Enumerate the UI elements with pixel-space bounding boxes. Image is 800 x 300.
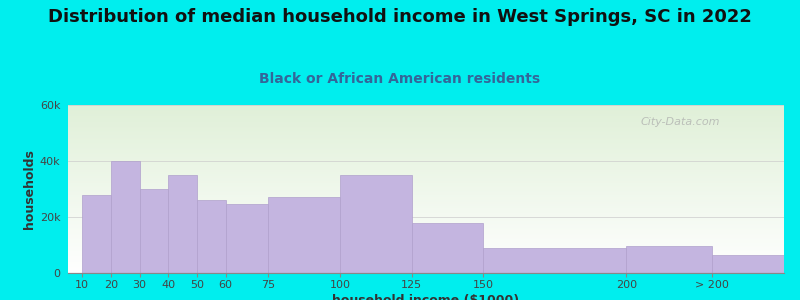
Bar xyxy=(168,175,197,273)
Text: Black or African American residents: Black or African American residents xyxy=(259,72,541,86)
Bar xyxy=(226,204,269,273)
Bar xyxy=(111,161,140,273)
Text: City-Data.com: City-Data.com xyxy=(641,117,720,127)
Y-axis label: households: households xyxy=(22,149,35,229)
Bar xyxy=(340,175,412,273)
X-axis label: household income ($1000): household income ($1000) xyxy=(333,294,519,300)
Bar xyxy=(412,223,483,273)
Text: Distribution of median household income in West Springs, SC in 2022: Distribution of median household income … xyxy=(48,8,752,26)
Bar xyxy=(269,197,340,273)
Bar xyxy=(197,200,226,273)
Bar xyxy=(82,195,111,273)
Bar xyxy=(139,189,168,273)
Bar xyxy=(626,246,712,273)
Bar xyxy=(483,248,626,273)
Bar xyxy=(712,255,784,273)
